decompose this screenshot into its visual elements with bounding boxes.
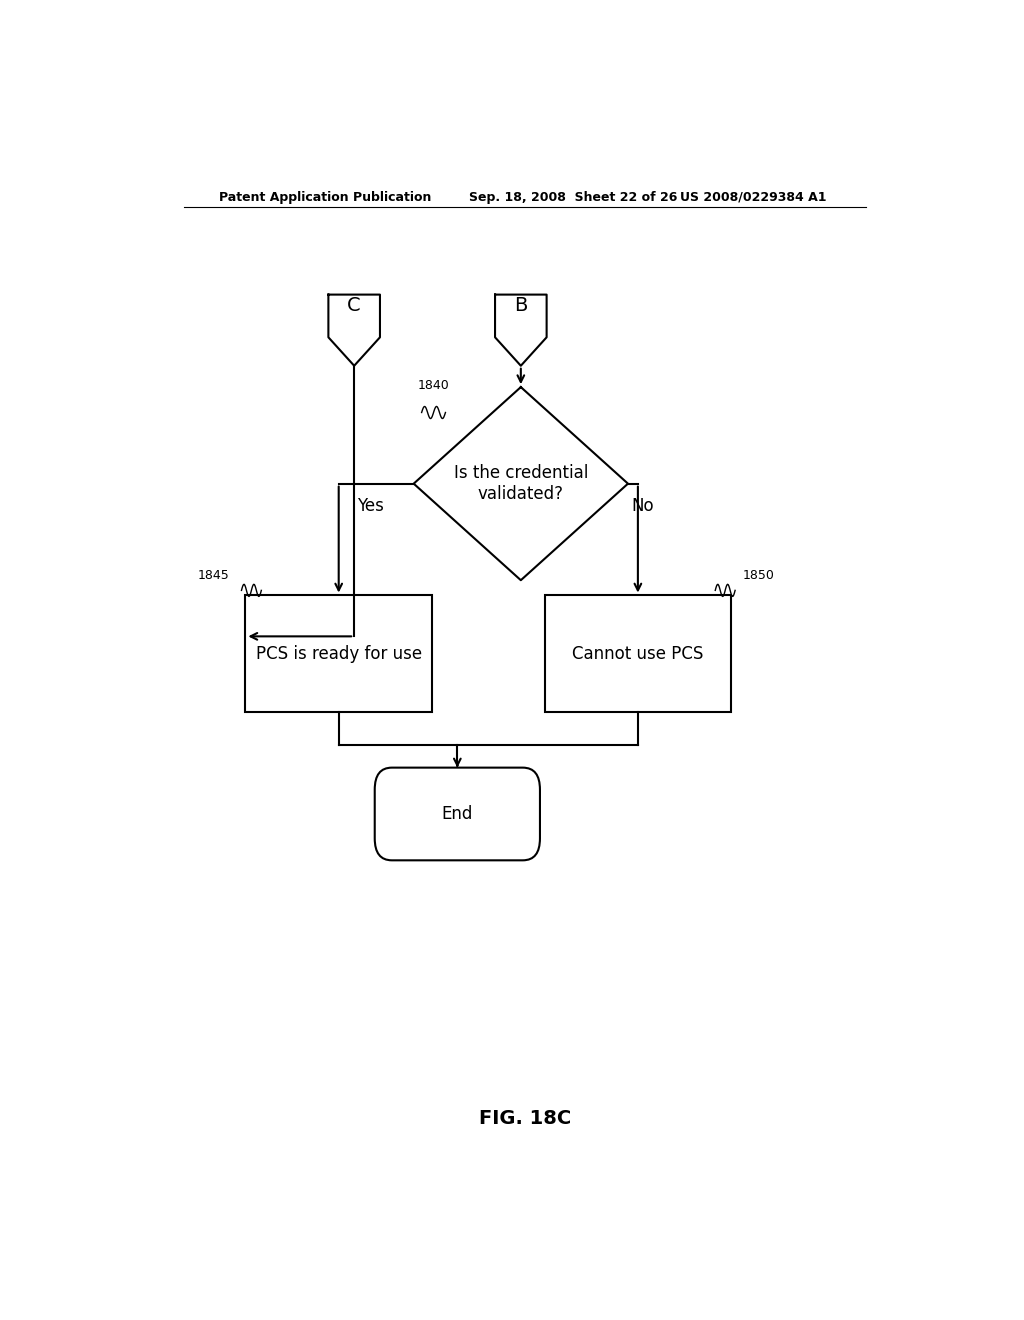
Polygon shape xyxy=(495,294,547,366)
Text: 1840: 1840 xyxy=(418,379,450,392)
Text: FIG. 18C: FIG. 18C xyxy=(478,1109,571,1129)
Text: End: End xyxy=(441,805,473,822)
Text: No: No xyxy=(631,498,653,515)
Text: PCS is ready for use: PCS is ready for use xyxy=(256,645,422,663)
Text: C: C xyxy=(347,296,361,314)
Text: Cannot use PCS: Cannot use PCS xyxy=(572,645,703,663)
Polygon shape xyxy=(329,294,380,366)
Text: Sep. 18, 2008  Sheet 22 of 26: Sep. 18, 2008 Sheet 22 of 26 xyxy=(469,190,678,203)
FancyBboxPatch shape xyxy=(246,595,432,713)
Text: Is the credential
validated?: Is the credential validated? xyxy=(454,465,588,503)
Text: B: B xyxy=(514,296,527,314)
FancyBboxPatch shape xyxy=(375,768,540,861)
FancyBboxPatch shape xyxy=(545,595,731,713)
Text: 1850: 1850 xyxy=(743,569,775,582)
Text: Patent Application Publication: Patent Application Publication xyxy=(219,190,432,203)
Text: Yes: Yes xyxy=(356,498,383,515)
Text: 1845: 1845 xyxy=(198,569,229,582)
Polygon shape xyxy=(414,387,628,581)
Text: US 2008/0229384 A1: US 2008/0229384 A1 xyxy=(680,190,826,203)
